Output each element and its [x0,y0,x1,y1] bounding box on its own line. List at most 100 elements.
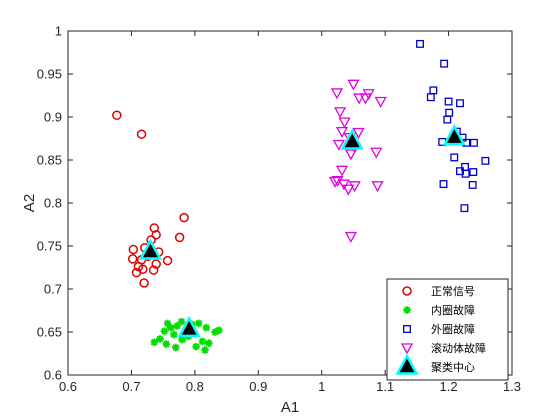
data-point [344,149,357,161]
data-point [353,93,366,105]
legend-marker [403,306,411,314]
series-4 [328,79,387,243]
x-tick-label: 1.1 [376,379,394,394]
y-tick-label: 0.65 [37,325,62,340]
series-3 [416,39,490,213]
data-point [131,267,142,278]
data-point [166,323,175,332]
x-tick-label: 0.6 [59,379,77,394]
legend-item: 外圈故障 [403,322,475,336]
data-point [151,230,161,240]
y-tick-label: 0.9 [44,110,62,125]
data-point [342,184,355,196]
legend-marker [402,286,412,296]
data-point [442,124,466,146]
data-point [469,168,478,176]
x-tick-label: 1.2 [440,379,458,394]
data-marks [112,39,490,354]
data-point [347,79,360,91]
data-point [344,231,357,243]
legend-item: 内圈故障 [403,303,475,317]
y-tick-label: 0.95 [37,67,62,82]
data-point [371,181,384,193]
data-point [439,180,448,189]
data-point [334,107,347,119]
y-tick-label: 0.6 [44,368,62,383]
data-point [340,128,364,150]
data-point [162,255,173,266]
data-point [148,265,159,275]
data-point [450,153,459,162]
data-point [444,97,453,106]
data-point [178,335,186,344]
data-point [198,337,207,346]
data-point [127,254,138,264]
x-axis-label: A1 [281,399,299,416]
legend-label: 外圈故障 [431,322,475,336]
data-point [179,212,189,223]
legend-item: 聚类中心 [395,353,475,375]
x-tick-label: 0.7 [122,379,140,394]
data-point [352,127,365,139]
data-point [374,96,387,108]
data-point [138,238,163,260]
data-point [151,259,161,269]
data-point [201,346,209,354]
data-point [481,156,490,165]
data-point [112,110,122,121]
data-point [335,165,349,177]
data-point [426,93,435,102]
legend-label: 滚动体故障 [431,341,486,355]
data-point [469,138,478,147]
legend-label: 正常信号 [431,285,475,298]
data-point [330,88,344,100]
data-point [456,99,464,108]
legend-marker [395,353,419,375]
data-point [370,147,383,159]
legend-label: 内圈故障 [431,303,475,317]
data-point [332,139,345,151]
data-point [173,322,181,330]
data-point [440,59,449,68]
data-point [338,117,351,129]
data-point [160,327,169,335]
data-point [460,204,469,213]
data-point [194,319,203,328]
data-point [205,339,213,347]
data-point [139,278,149,288]
series-5 [138,124,466,338]
legend-marker [400,343,414,355]
y-axis-label: A2 [21,194,38,212]
data-point [211,328,219,336]
y-tick-label: 1 [55,24,62,39]
data-point [128,244,139,255]
data-point [335,126,349,138]
data-point [456,167,464,176]
legend-item: 正常信号 [402,285,475,298]
data-point [177,317,186,326]
data-point [416,39,424,48]
data-point [443,115,452,124]
data-point [359,93,372,105]
legend-label: 聚类中心 [431,360,475,374]
x-axis-ticks: 0.6 0.7 0.8 0.9 1 1.1 1.2 1.3 [59,31,521,394]
y-tick-label: 0.75 [37,239,62,254]
y-tick-label: 0.85 [37,153,62,168]
data-point [192,342,200,351]
data-point [163,319,172,328]
data-point [156,335,164,343]
data-point [337,179,351,191]
data-point [215,326,223,335]
legend-item: 滚动体故障 [400,341,486,355]
data-point [461,169,470,178]
data-point [172,343,180,352]
x-tick-label: 0.9 [249,379,267,394]
data-point [177,315,201,338]
data-point [174,232,185,243]
x-tick-label: 1 [318,379,325,394]
data-point [328,176,342,188]
y-tick-label: 0.8 [44,196,62,211]
data-point [170,330,178,339]
